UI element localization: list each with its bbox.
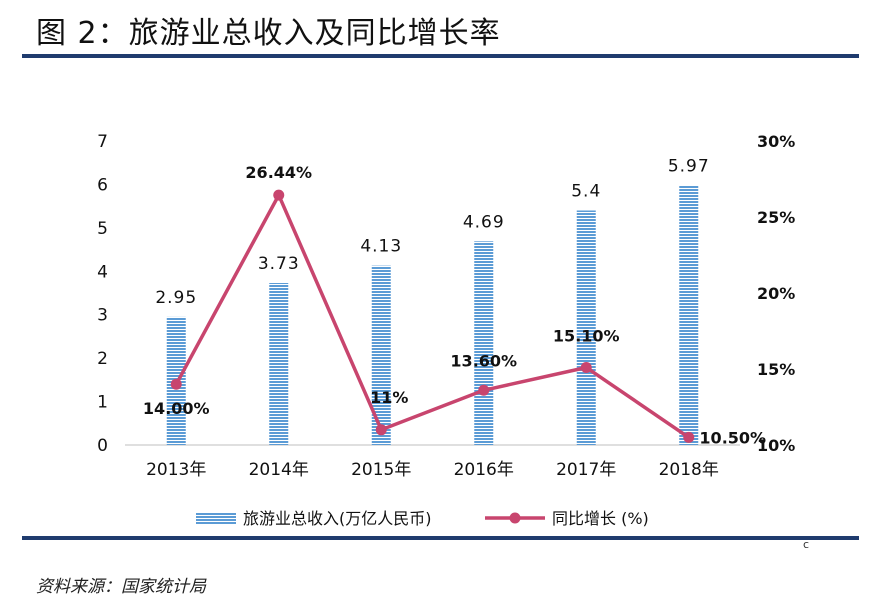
bar xyxy=(474,241,494,445)
x-tick-label: 2013年 xyxy=(146,460,206,480)
line-data-label: 13.60% xyxy=(450,351,517,370)
x-tick-label: 2014年 xyxy=(249,460,309,480)
bar-data-label: 2.95 xyxy=(155,288,197,308)
bar xyxy=(576,210,596,445)
bar xyxy=(371,265,391,445)
x-tick-label: 2016年 xyxy=(454,460,514,480)
line-data-label: 10.50% xyxy=(699,428,766,447)
y-right-tick-label: 15% xyxy=(757,360,795,379)
figure-title: 图 2：旅游业总收入及同比增长率 xyxy=(36,16,501,51)
growth-point xyxy=(683,431,695,443)
growth-point xyxy=(580,361,592,373)
y-left-tick-label: 7 xyxy=(97,132,108,152)
bar-data-label: 5.97 xyxy=(668,157,710,177)
bar xyxy=(269,283,289,445)
bar-data-label: 3.73 xyxy=(258,254,300,274)
y-right-tick-label: 30% xyxy=(757,132,795,151)
bar-data-label: 4.69 xyxy=(463,212,505,232)
line-data-label: 26.44% xyxy=(245,163,312,182)
legend-bar-label: 旅游业总收入(万亿人民币) xyxy=(243,509,432,528)
growth-line xyxy=(174,193,690,439)
source-note: 资料来源：国家统计局 xyxy=(36,577,206,597)
y-right-tick-label: 20% xyxy=(757,284,795,303)
page-mark: c xyxy=(803,538,810,551)
y-left-tick-label: 4 xyxy=(97,262,108,282)
growth-point xyxy=(273,189,285,201)
legend-line-label: 同比增长 (%) xyxy=(552,509,649,528)
y-left-tick-label: 0 xyxy=(97,436,108,456)
growth-point xyxy=(375,424,387,436)
x-tick-label: 2017年 xyxy=(556,460,616,480)
bottom-rule xyxy=(22,536,859,540)
y-right-tick-label: 10% xyxy=(757,436,795,455)
bar-data-label: 5.4 xyxy=(571,181,601,201)
legend-line-marker xyxy=(509,512,521,524)
y-right-tick-label: 25% xyxy=(757,208,795,227)
growth-point xyxy=(478,384,490,396)
top-rule xyxy=(22,54,859,58)
line-data-label: 14.00% xyxy=(143,399,210,418)
y-left-tick-label: 3 xyxy=(97,306,108,326)
bar xyxy=(679,185,699,445)
y-left-tick-label: 2 xyxy=(97,349,108,369)
y-left-tick-label: 6 xyxy=(97,175,108,195)
x-tick-label: 2015年 xyxy=(351,460,411,480)
growth-point xyxy=(170,378,182,390)
legend: 旅游业总收入(万亿人民币) 同比增长 (%) xyxy=(196,509,649,528)
bar-data-label: 4.13 xyxy=(360,237,402,257)
y-left-tick-label: 1 xyxy=(97,393,108,413)
legend-bar-swatch xyxy=(196,512,236,524)
line-data-label: 11% xyxy=(370,388,408,407)
x-tick-label: 2018年 xyxy=(659,460,719,480)
line-data-label: 15.10% xyxy=(553,326,620,345)
y-left-tick-label: 5 xyxy=(97,219,108,239)
